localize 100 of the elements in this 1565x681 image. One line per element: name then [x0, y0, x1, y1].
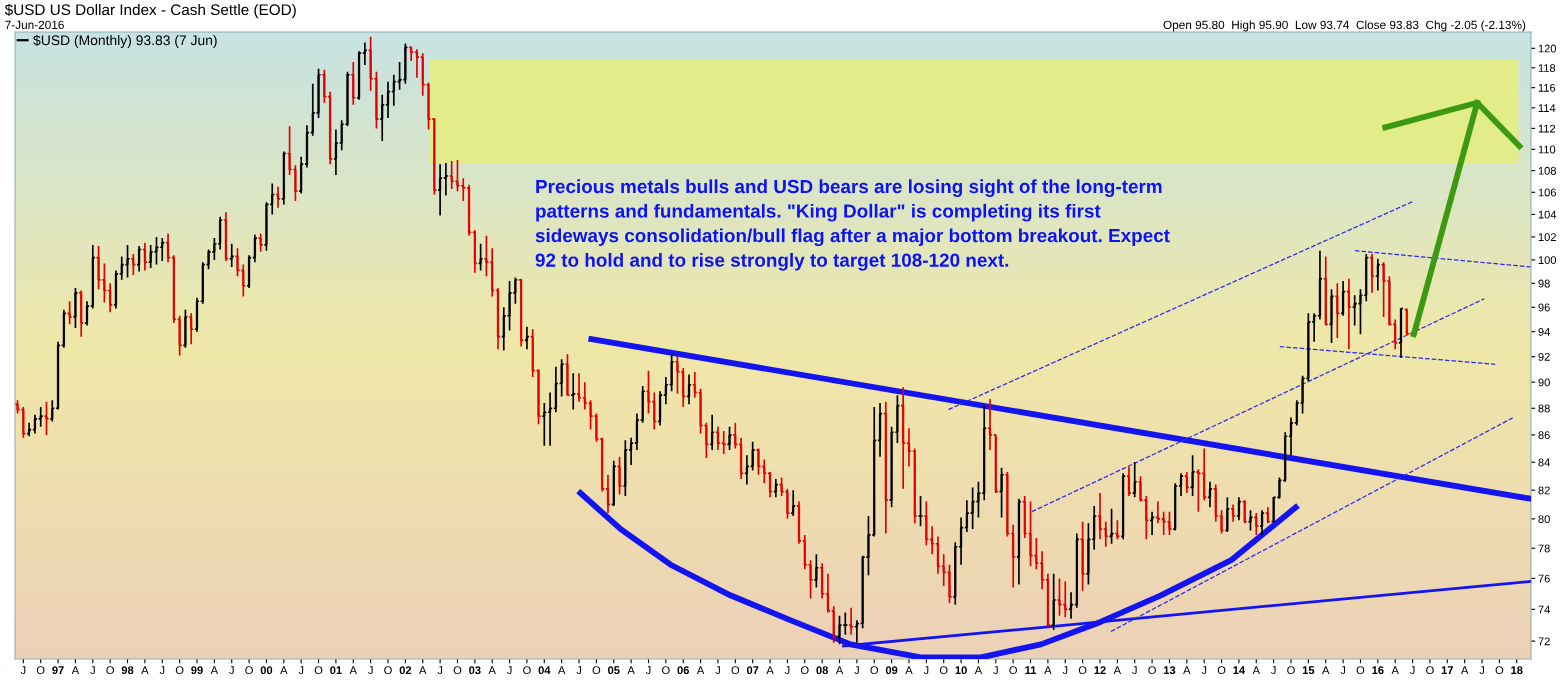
x-tick-label: A: [696, 666, 705, 674]
x-tick-label: J: [715, 666, 720, 675]
x-tick-label: A: [1391, 666, 1399, 674]
y-tick-label: 96: [1538, 303, 1550, 312]
x-tick-label: O: [1426, 666, 1434, 675]
x-tick-label: 13: [1163, 666, 1176, 675]
y-tick-label: 76: [1538, 574, 1550, 583]
x-tick-label: J: [1479, 666, 1484, 675]
y-tick-label: 82: [1538, 486, 1550, 495]
x-tick-label: J: [229, 666, 234, 675]
x-tick-label: J: [298, 666, 304, 675]
x-tick-label: O: [384, 666, 392, 675]
y-tick-label: 86: [1538, 431, 1550, 440]
x-tick-label: J: [20, 666, 26, 675]
x-tick-label: O: [1495, 666, 1504, 675]
x-tick-label: J: [1340, 666, 1346, 675]
y-tick-label: 114: [1538, 104, 1556, 112]
text: Open 95.80 High 95.90 Low 93.74 Close 93.83 Chg -2.05 (-2.13%): [1163, 20, 1526, 32]
x-tick-label: J: [1132, 666, 1137, 675]
x-tick-label: 97: [52, 666, 64, 675]
x-tick-label: 98: [121, 666, 134, 675]
x-tick-label: 04: [538, 666, 551, 675]
y-tick-label: 74: [1538, 605, 1550, 614]
y-tick-label: 92: [1538, 352, 1550, 361]
x-tick-label: J: [506, 666, 512, 675]
y-tick-label: 110: [1538, 145, 1556, 154]
x-tick-label: A: [419, 666, 427, 674]
y-tick-label: 84: [1538, 458, 1550, 467]
y-tick-label: 94: [1538, 327, 1550, 336]
x-tick-label: A: [557, 666, 566, 674]
x-tick-label: O: [1148, 666, 1156, 675]
chart-title: $USD US Dollar Index - Cash Settle (EOD): [4, 3, 296, 19]
x-tick-label: J: [784, 666, 790, 675]
x-tick-label: O: [870, 666, 879, 675]
x-tick-label: 09: [885, 666, 898, 675]
x-tick-label: O: [662, 666, 670, 675]
x-tick-label: O: [453, 666, 462, 675]
x-tick-label: J: [923, 666, 929, 675]
x-tick-label: A: [141, 666, 149, 674]
y-tick-label: 108: [1538, 166, 1556, 175]
x-tick-label: O: [731, 666, 740, 675]
y-tick-label: 116: [1538, 83, 1556, 92]
x-tick-label: O: [523, 666, 531, 675]
legend-label: $USD (Monthly) 93.83 (7 Jun): [33, 34, 217, 48]
x-tick-label: J: [1409, 666, 1415, 675]
x-tick-label: 16: [1372, 666, 1384, 675]
y-tick-label: 80: [1538, 515, 1550, 523]
x-tick-label: J: [645, 666, 651, 675]
x-tick-label: A: [766, 666, 774, 674]
x-tick-label: O: [245, 666, 253, 675]
x-tick-label: A: [280, 666, 288, 674]
x-tick-label: 08: [816, 666, 828, 675]
x-tick-label: J: [1201, 666, 1207, 675]
x-tick-label: 15: [1302, 666, 1315, 675]
x-tick-label: O: [800, 666, 809, 675]
x-tick-label: O: [1217, 666, 1226, 675]
x-tick-label: 10: [955, 666, 967, 675]
x-tick-label: A: [627, 666, 635, 674]
x-tick-label: 07: [746, 666, 759, 675]
x-tick-label: 99: [191, 666, 203, 675]
x-tick-label: 18: [1511, 666, 1523, 675]
x-tick-label: 03: [469, 666, 481, 675]
y-tick-label: 104: [1538, 210, 1557, 219]
y-tick-label: 102: [1538, 233, 1556, 242]
x-tick-label: A: [974, 666, 983, 674]
x-tick-label: J: [159, 666, 165, 675]
x-tick-label: O: [36, 666, 45, 675]
x-tick-label: A: [835, 666, 844, 674]
x-tick-label: J: [993, 666, 998, 675]
x-tick-label: J: [437, 666, 443, 675]
y-tick-label: 78: [1538, 544, 1550, 553]
annotation: Precious metals bulls and USD bears are losing sight of the long-term patterns and fundamentals. "King Dollar" is completing its first sideways consolidation/bull flag after a major bottom breakout. Expect 92 to hold and to rise strongly to target 108-120 next.: [535, 179, 1170, 271]
x-tick-label: O: [314, 666, 323, 675]
x-tick-label: J: [368, 666, 373, 675]
y-tick-label: 72: [1538, 637, 1550, 646]
x-tick-label: A: [1252, 666, 1260, 674]
y-tick-label: 88: [1538, 404, 1550, 413]
x-tick-label: 11: [1025, 666, 1037, 674]
x-tick-label: 12: [1094, 666, 1106, 674]
x-tick-label: O: [1009, 666, 1017, 675]
x-tick-label: 14: [1233, 666, 1246, 674]
x-tick-label: A: [1044, 666, 1052, 674]
x-tick-label: A: [905, 666, 913, 674]
x-tick-label: O: [939, 666, 948, 675]
x-tick-label: A: [1322, 666, 1330, 674]
x-tick-label: 00: [260, 666, 273, 675]
y-tick-label: 90: [1538, 378, 1550, 387]
y-tick-label: 106: [1538, 188, 1556, 197]
x-tick-label: J: [90, 666, 95, 675]
x-tick-label: O: [1078, 666, 1087, 675]
y-tick-label: 100: [1538, 256, 1557, 265]
x-tick-label: A: [1183, 666, 1191, 674]
x-tick-label: 05: [608, 666, 620, 675]
x-tick-label: O: [592, 666, 601, 675]
x-tick-label: 02: [399, 666, 412, 675]
x-tick-label: A: [488, 666, 496, 674]
x-tick-label: A: [1113, 666, 1122, 674]
x-tick-label: J: [576, 666, 581, 675]
x-tick-label: O: [1287, 666, 1295, 675]
y-tick-label: 118: [1538, 64, 1556, 72]
